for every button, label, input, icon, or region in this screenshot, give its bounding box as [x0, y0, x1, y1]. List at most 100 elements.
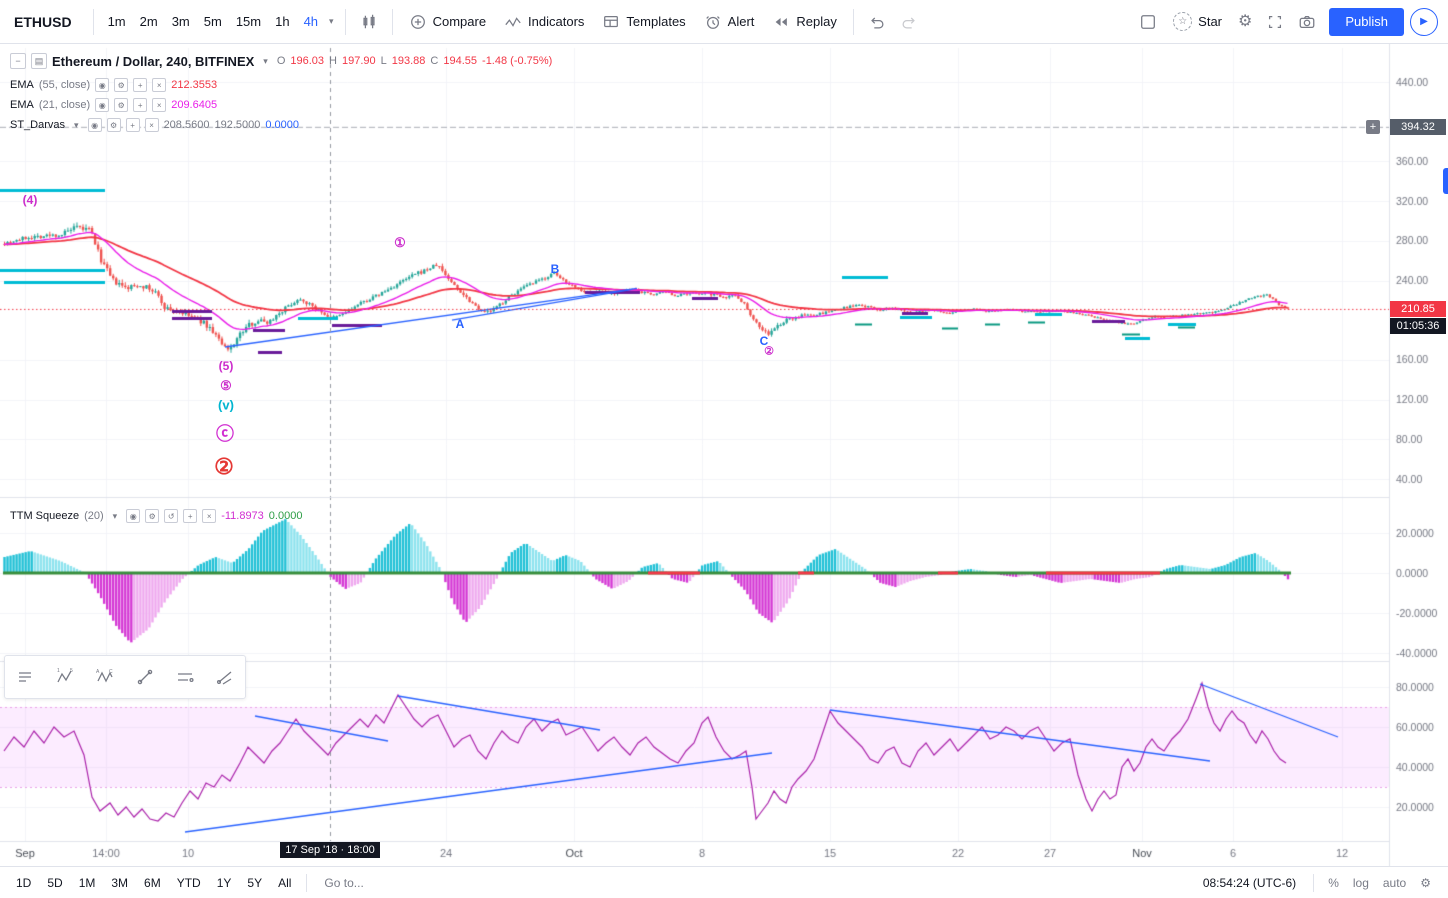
trendline-tool-button[interactable] — [125, 657, 165, 697]
range-1y[interactable]: 1Y — [216, 875, 232, 890]
eye-icon[interactable]: ◉ — [95, 98, 110, 112]
open-label: O — [276, 55, 286, 67]
horizontal-levels-tool-button[interactable] — [165, 657, 205, 697]
wave-label[interactable]: (5) — [218, 359, 234, 373]
close-icon[interactable]: × — [144, 118, 159, 132]
darvas-caret-icon[interactable]: ▾ — [74, 119, 79, 130]
range-3m[interactable]: 3M — [111, 875, 129, 890]
add-alert-icon[interactable]: + — [1366, 120, 1380, 134]
range-1m[interactable]: 1M — [78, 875, 96, 890]
undo-button[interactable] — [861, 13, 893, 31]
wave-label[interactable]: ② — [764, 345, 774, 358]
percent-scale-button[interactable]: % — [1328, 875, 1339, 890]
redo-icon — [902, 17, 915, 28]
close-icon[interactable]: × — [152, 78, 167, 92]
timeframe-menu-caret[interactable]: ▾ — [329, 16, 334, 26]
timeframe-15m[interactable]: 15m — [235, 14, 262, 29]
log-scale-button[interactable]: log — [1352, 875, 1369, 890]
undo-icon[interactable]: ↺ — [164, 509, 179, 523]
templates-button[interactable]: Templates — [593, 13, 694, 31]
chart-style-button[interactable] — [353, 13, 385, 31]
replay-button[interactable]: Replay — [763, 13, 845, 31]
ema21-name[interactable]: EMA — [10, 99, 34, 111]
range-all[interactable]: All — [278, 875, 292, 890]
auto-scale-button[interactable]: auto — [1382, 875, 1407, 890]
wave-label[interactable]: (v) — [218, 397, 234, 413]
play-icon: ▶ — [1420, 16, 1428, 27]
wave-label[interactable]: ② — [214, 454, 234, 479]
gear-icon[interactable]: ⚙ — [106, 118, 121, 132]
wave-label[interactable]: C — [759, 334, 769, 348]
eye-icon[interactable]: ◉ — [95, 78, 110, 92]
close-icon[interactable]: × — [152, 98, 167, 112]
add-icon[interactable]: + — [133, 98, 148, 112]
goto-button[interactable]: Go to... — [324, 875, 364, 890]
timeframe-4h[interactable]: 4h — [303, 14, 319, 29]
squeeze-caret-icon[interactable]: ▾ — [112, 510, 118, 521]
timeframe-1m[interactable]: 1m — [107, 14, 126, 29]
compare-label: Compare — [432, 14, 487, 29]
wave-label[interactable]: B — [550, 262, 560, 276]
clock-timezone-button[interactable]: 08:54:24 (UTC-6) — [1202, 875, 1297, 890]
wave-label[interactable]: (4) — [22, 193, 38, 207]
horizontal-levels-icon — [178, 673, 194, 683]
series-caret-icon[interactable]: ▾ — [263, 55, 268, 66]
add-icon[interactable]: + — [183, 509, 198, 523]
compare-button[interactable]: Compare — [400, 13, 495, 31]
darvas-name[interactable]: ST_Darvas — [10, 119, 66, 131]
ray-tool-button[interactable] — [205, 657, 245, 697]
gear-icon[interactable]: ⚙ — [114, 78, 129, 92]
candle-countdown-badge: 01:05:36 — [1390, 318, 1446, 334]
ray-icon — [216, 671, 232, 685]
top-toolbar: ETHUSD 1m 2m 3m 5m 15m 1h 4h ▾ Compare I… — [0, 0, 1448, 44]
chart-canvas[interactable] — [0, 44, 1448, 866]
add-icon[interactable]: + — [133, 78, 148, 92]
snapshot-button[interactable] — [1291, 13, 1323, 31]
publish-play-button[interactable]: ▶ — [1410, 7, 1438, 36]
timeframe-3m[interactable]: 3m — [171, 14, 190, 29]
wave-label[interactable]: A — [455, 317, 465, 331]
drawing-list-button[interactable] — [5, 657, 45, 697]
add-icon[interactable]: + — [125, 118, 140, 132]
settings-button[interactable]: ⚙ — [1231, 13, 1259, 30]
publish-button[interactable]: Publish — [1329, 7, 1404, 36]
range-ytd[interactable]: YTD — [176, 875, 201, 890]
star-icon: ☆ — [1173, 12, 1193, 31]
timeframe-2m[interactable]: 2m — [139, 14, 158, 29]
collapse-pane-icon[interactable]: − — [10, 53, 26, 69]
squeeze-value-2: 0.0000 — [268, 510, 303, 522]
star-button[interactable]: ☆ Star — [1164, 12, 1231, 31]
timeframe-5m[interactable]: 5m — [203, 14, 222, 29]
ema55-name[interactable]: EMA — [10, 79, 34, 91]
gear-icon[interactable]: ⚙ — [145, 509, 160, 523]
eye-icon[interactable]: ◉ — [87, 118, 102, 132]
range-5y[interactable]: 5Y — [247, 875, 263, 890]
alert-price-badge[interactable]: 394.32 — [1390, 119, 1446, 135]
gear-icon[interactable]: ⚙ — [114, 98, 129, 112]
range-6m[interactable]: 6M — [144, 875, 161, 890]
indicators-icon — [505, 16, 521, 27]
compare-icon — [410, 14, 425, 29]
redo-button[interactable] — [893, 13, 925, 31]
list-icon — [19, 672, 31, 682]
series-style-icon[interactable]: ▤ — [31, 53, 47, 69]
wave-label[interactable]: ① — [394, 235, 406, 250]
eye-icon[interactable]: ◉ — [126, 509, 141, 523]
panel-collapse-strip[interactable] — [1443, 168, 1448, 194]
squeeze-name[interactable]: TTM Squeeze — [10, 510, 80, 522]
alert-button[interactable]: Alert — [695, 13, 764, 31]
layout-button[interactable] — [1132, 13, 1164, 31]
series-title[interactable]: Ethereum / Dollar, 240, BITFINEX — [52, 53, 255, 69]
range-1d[interactable]: 1D — [16, 875, 32, 890]
chart-properties-gear-icon[interactable]: ⚙ — [1420, 875, 1431, 890]
close-icon[interactable]: × — [202, 509, 217, 523]
timeframe-1h[interactable]: 1h — [275, 14, 290, 29]
fullscreen-button[interactable] — [1259, 13, 1291, 31]
symbol-button[interactable]: ETHUSD — [14, 13, 72, 30]
wave-label[interactable]: ⓒ — [216, 424, 234, 444]
range-5d[interactable]: 5D — [47, 875, 63, 890]
wave-label[interactable]: ⑤ — [220, 378, 232, 393]
indicators-button[interactable]: Indicators — [495, 13, 593, 31]
